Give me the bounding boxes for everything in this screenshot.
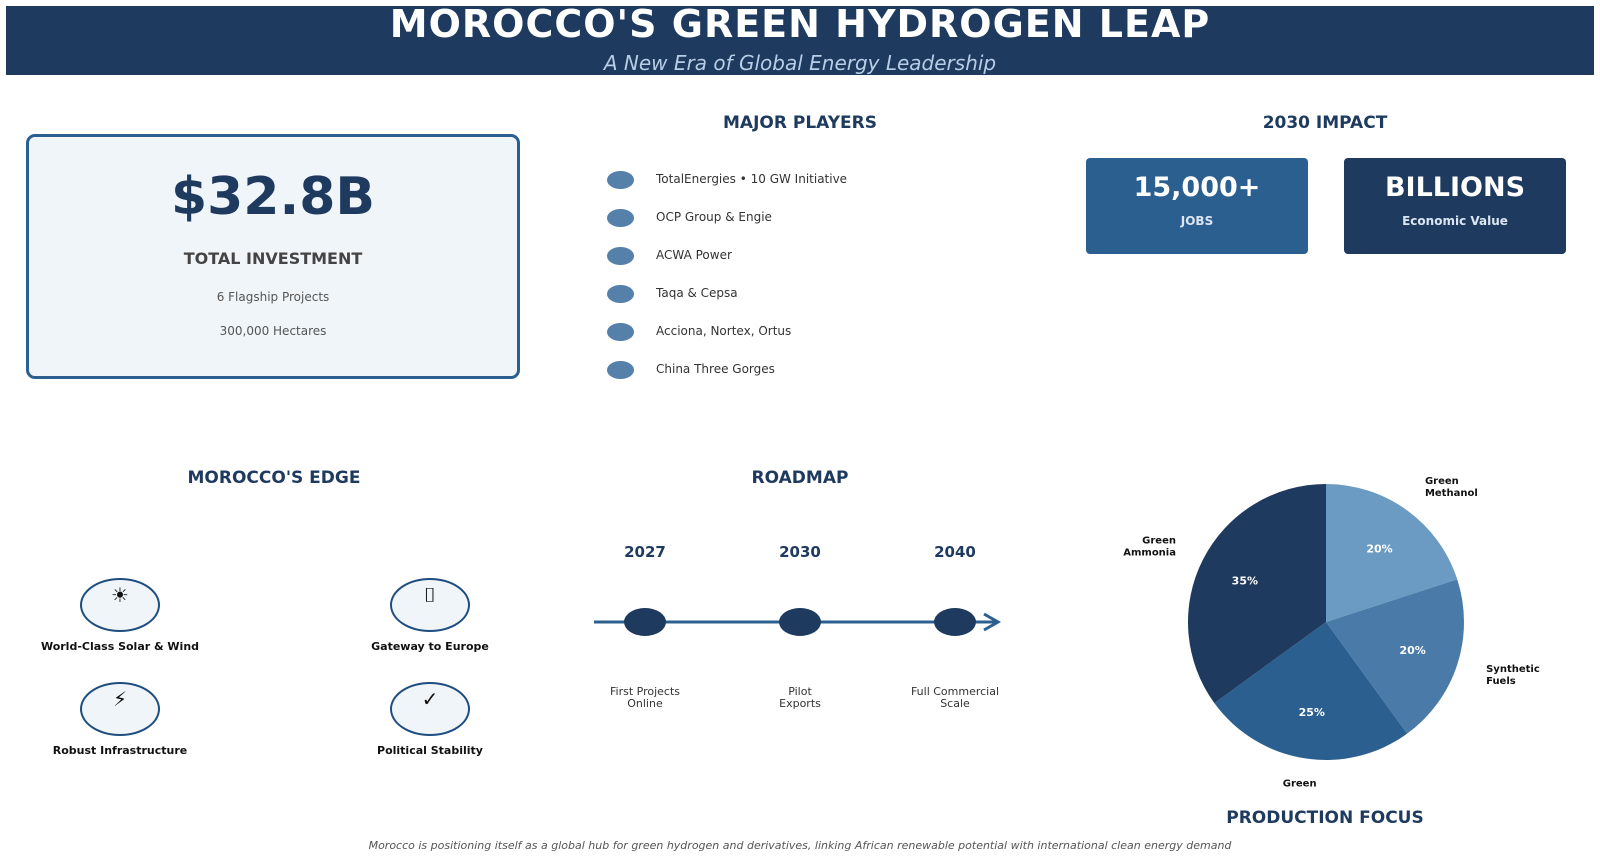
players-title: MAJOR PLAYERS: [723, 113, 877, 133]
investment-area: 300,000 Hectares: [219, 324, 327, 338]
milestone-dot: [779, 608, 821, 636]
timeline-arrow-icon: [983, 612, 1002, 632]
pie-category-label: Ammonia: [1123, 548, 1176, 559]
milestone-description: Online: [627, 697, 663, 710]
player-bullet-icon: [607, 323, 634, 341]
milestone-year: 2030: [779, 543, 821, 561]
milestone-year: 2027: [624, 543, 666, 561]
player-bullet-icon: [607, 361, 634, 379]
chart-title: PRODUCTION FOCUS: [1226, 808, 1424, 828]
player-bullet-icon: [607, 171, 634, 189]
production-pie-chart: 20%GreenMethanol20%SyntheticFuels25%Gree…: [1123, 476, 1540, 789]
sun-icon: ☀: [80, 578, 160, 632]
roadmap-timeline: [594, 608, 1002, 636]
player-item: China Three Gorges: [656, 362, 775, 376]
edge-title: MOROCCO'S EDGE: [187, 468, 361, 488]
player-bullet-icon: [607, 285, 634, 303]
gateway-icon: ⌷: [390, 578, 470, 632]
pie-slice: [1326, 484, 1458, 622]
edge-label: Gateway to Europe: [371, 640, 489, 653]
investment-label: TOTAL INVESTMENT: [183, 249, 363, 268]
milestone-description: Scale: [940, 697, 970, 710]
pie-category-label: Green: [1425, 476, 1459, 487]
edge-label: Robust Infrastructure: [52, 744, 188, 757]
roadmap-title: ROADMAP: [751, 468, 849, 488]
page-subtitle: A New Era of Global Energy Leadership: [603, 51, 997, 75]
pie-slice: [1326, 579, 1464, 734]
player-item: ACWA Power: [656, 248, 732, 262]
player-item: TotalEnergies • 10 GW Initiative: [656, 172, 848, 186]
footer-note: Morocco is positioning itself as a globa…: [368, 839, 1232, 852]
milestone-dot: [934, 608, 976, 636]
pie-slice: [1188, 484, 1326, 704]
impact-value-value: BILLIONS: [1384, 172, 1526, 203]
pie-percent-label: 25%: [1299, 706, 1325, 719]
lightning-icon: ⚡: [80, 682, 160, 736]
impact-card-value: BILLIONS Economic Value: [1344, 158, 1566, 254]
milestone-description: Pilot: [788, 685, 812, 698]
investment-projects: 6 Flagship Projects: [216, 290, 330, 304]
impact-jobs-value: 15,000+: [1133, 172, 1261, 203]
pie-percent-label: 35%: [1232, 575, 1258, 588]
player-item: OCP Group & Engie: [656, 210, 772, 224]
page-title: MOROCCO'S GREEN HYDROGEN LEAP: [389, 2, 1211, 46]
pie-category-label: Green: [1142, 536, 1176, 547]
pie-percent-label: 20%: [1366, 542, 1392, 555]
pie-category-label: Methanol: [1425, 488, 1478, 499]
milestone-description: First Projects: [609, 685, 680, 698]
pie-slice: [1214, 622, 1408, 760]
pie-category-label: Fuels: [1486, 676, 1516, 687]
edge-label: Political Stability: [377, 744, 483, 757]
player-item: Acciona, Nortex, Ortus: [656, 324, 792, 338]
investment-amount: $32.8B: [170, 167, 376, 227]
impact-card-jobs: 15,000+ JOBS: [1086, 158, 1308, 254]
milestone-description: Exports: [779, 697, 821, 710]
investment-card: $32.8B TOTAL INVESTMENT 6 Flagship Proje…: [26, 134, 520, 379]
impact-jobs-label: JOBS: [1180, 214, 1214, 228]
pie-category-label: Synthetic: [1486, 664, 1540, 675]
header-banner: [6, 6, 1594, 75]
pie-percent-label: 20%: [1399, 644, 1425, 657]
impact-title: 2030 IMPACT: [1262, 113, 1388, 133]
player-item: Taqa & Cepsa: [656, 286, 738, 300]
edge-label: World-Class Solar & Wind: [40, 640, 200, 653]
impact-value-label: Economic Value: [1402, 214, 1508, 228]
milestone-description: Full Commercial: [910, 685, 1000, 698]
milestone-year: 2040: [934, 543, 976, 561]
milestone-dot: [624, 608, 666, 636]
player-bullet-icon: [607, 209, 634, 227]
pie-category-label: Green: [1283, 778, 1317, 789]
player-bullet-icon: [607, 247, 634, 265]
check-icon: ✓: [390, 682, 470, 736]
